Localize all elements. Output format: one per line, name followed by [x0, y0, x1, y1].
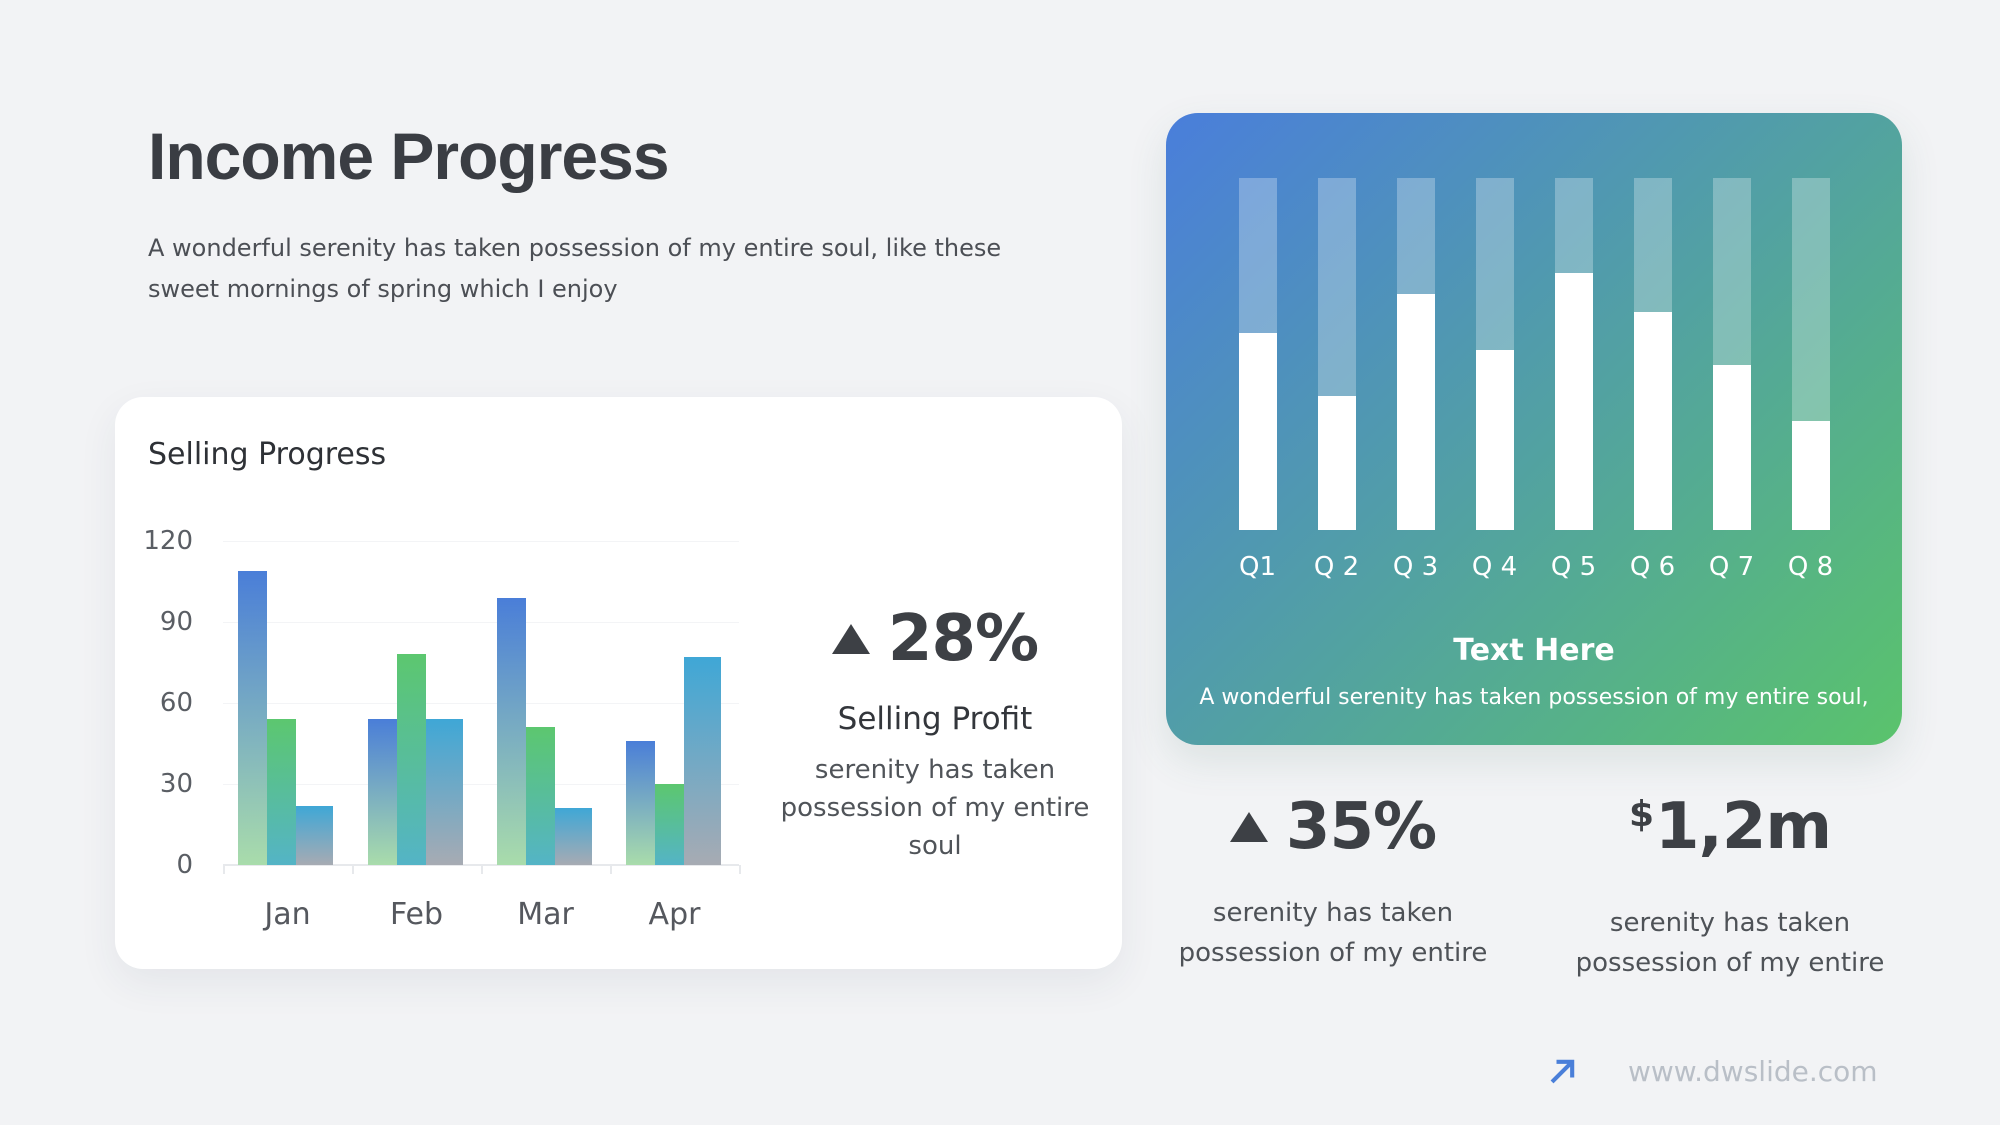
- arrow-up-right-icon: [1550, 1059, 1575, 1084]
- quarter-track: [1554, 178, 1593, 530]
- quarter-label: Q 3: [1392, 552, 1439, 582]
- bar-apr-series-3: [684, 657, 721, 865]
- category-label-jan: Jan: [264, 897, 311, 932]
- stat-35: 35% serenity has taken possession of my …: [1158, 791, 1508, 973]
- triangle-up-icon: [1229, 812, 1268, 842]
- profit-value: 28%: [887, 602, 1039, 676]
- selling-card-title: Selling Progress: [148, 437, 387, 472]
- profit-label: Selling Profit: [837, 701, 1033, 737]
- x-axis-tick-4: [739, 865, 741, 874]
- quarter-label: Q 7: [1708, 552, 1755, 582]
- quarter-track: [1317, 178, 1356, 530]
- bar-mar-series-1: [497, 597, 526, 865]
- quarter-column-5: Q 5: [1551, 178, 1596, 582]
- page-header: Income Progress A wonderful serenity has…: [148, 118, 1068, 310]
- stat-12m-value-row: $1,2m: [1555, 791, 1905, 873]
- quarter-column-2: Q 2: [1314, 178, 1359, 582]
- footer-url: www.dwslide.com: [1628, 1054, 1878, 1088]
- category-label-apr: Apr: [648, 897, 701, 932]
- bar-mar-series-3: [555, 808, 592, 865]
- page-subtitle: A wonderful serenity has taken possessio…: [148, 234, 1002, 303]
- triangle-up-icon: [831, 624, 870, 654]
- quarter-fill: [1712, 364, 1751, 530]
- bar-jan-series-2: [267, 719, 296, 865]
- stat-35-value-row: 35%: [1158, 791, 1508, 863]
- y-axis-label-0: 0: [176, 850, 193, 880]
- quarter-fill: [1238, 332, 1277, 530]
- stat-12m-description: serenity has taken possession of my enti…: [1575, 908, 1885, 978]
- stat-12m-number: 1,2m: [1655, 790, 1832, 864]
- gridline-30: [223, 784, 739, 785]
- quarterly-title: Text Here: [1453, 633, 1615, 668]
- gridline-120: [223, 541, 739, 542]
- quarter-column-3: Q 3: [1393, 178, 1438, 582]
- quarter-column-1: Q1: [1238, 178, 1277, 582]
- stat-35-value: 35%: [1285, 790, 1437, 864]
- stat-35-description: serenity has taken possession of my enti…: [1178, 898, 1488, 968]
- quarter-label: Q 5: [1550, 552, 1597, 582]
- x-axis-tick-3: [610, 865, 612, 874]
- quarter-column-4: Q 4: [1472, 178, 1517, 582]
- bar-feb-series-2: [397, 654, 426, 865]
- quarter-track: [1633, 178, 1672, 530]
- y-axis-label-120: 120: [143, 526, 193, 556]
- quarter-fill: [1633, 311, 1672, 530]
- x-axis-tick-0: [223, 865, 225, 874]
- profit-description: serenity has taken possession of my enti…: [780, 755, 1090, 861]
- x-axis-tick-1: [352, 865, 354, 874]
- quarter-column-7: Q 7: [1709, 178, 1754, 582]
- quarter-track: [1712, 178, 1751, 530]
- profit-stat: 28% Selling Profit serenity has taken po…: [770, 603, 1100, 865]
- stat-12m-value: $1,2m: [1628, 790, 1832, 873]
- quarter-track: [1791, 178, 1830, 530]
- quarterly-chart: Q1 Q 2 Q 3 Q 4 Q 5 Q 6 Q 7 Q 8: [1166, 178, 1902, 582]
- quarter-fill: [1475, 350, 1514, 530]
- quarter-label: Q 4: [1471, 552, 1518, 582]
- quarter-track: [1475, 178, 1514, 530]
- quarter-label: Q 2: [1313, 552, 1360, 582]
- bar-feb-series-1: [368, 719, 397, 865]
- stat-12m: $1,2m serenity has taken possession of m…: [1555, 791, 1905, 983]
- category-label-feb: Feb: [389, 897, 444, 932]
- profit-value-row: 28%: [770, 603, 1100, 675]
- x-axis-tick-2: [481, 865, 483, 874]
- y-axis-label-30: 30: [159, 769, 193, 799]
- gridline-90: [223, 622, 739, 623]
- quarter-fill: [1791, 420, 1830, 530]
- quarter-label: Q 6: [1629, 552, 1676, 582]
- selling-progress-card: Selling Progress 0 30 60 90 120 Jan Feb Mar Apr …: [115, 397, 1122, 969]
- quarter-track: [1238, 178, 1277, 530]
- y-axis-label-90: 90: [159, 607, 193, 637]
- quarter-column-6: Q 6: [1630, 178, 1675, 582]
- footer: www.dwslide.com: [1544, 1052, 1878, 1090]
- y-axis-label-60: 60: [159, 688, 193, 718]
- dollar-prefix: $: [1628, 794, 1654, 835]
- quarter-label: Q1: [1238, 552, 1276, 582]
- bar-jan-series-3: [296, 805, 333, 865]
- bar-apr-series-1: [626, 740, 655, 865]
- page-title: Income Progress: [148, 119, 670, 193]
- category-label-mar: Mar: [517, 897, 574, 932]
- quarter-fill: [1317, 396, 1356, 530]
- bar-jan-series-1: [238, 570, 267, 865]
- quarter-fill: [1396, 294, 1435, 530]
- quarterly-subtitle: A wonderful serenity has taken possessio…: [1199, 685, 1869, 710]
- bar-feb-series-3: [426, 719, 463, 865]
- bar-apr-series-2: [655, 784, 684, 865]
- gridline-60: [223, 703, 739, 704]
- quarter-label: Q 8: [1787, 552, 1834, 582]
- quarter-column-8: Q 8: [1788, 178, 1833, 582]
- quarter-fill: [1554, 273, 1593, 530]
- selling-progress-chart: 0 30 60 90 120 Jan Feb Mar Apr: [115, 526, 875, 932]
- quarter-track: [1396, 178, 1435, 530]
- quarterly-card: Q1 Q 2 Q 3 Q 4 Q 5 Q 6 Q 7 Q 8 Text Here A wond…: [1166, 113, 1902, 745]
- bar-mar-series-2: [526, 727, 555, 865]
